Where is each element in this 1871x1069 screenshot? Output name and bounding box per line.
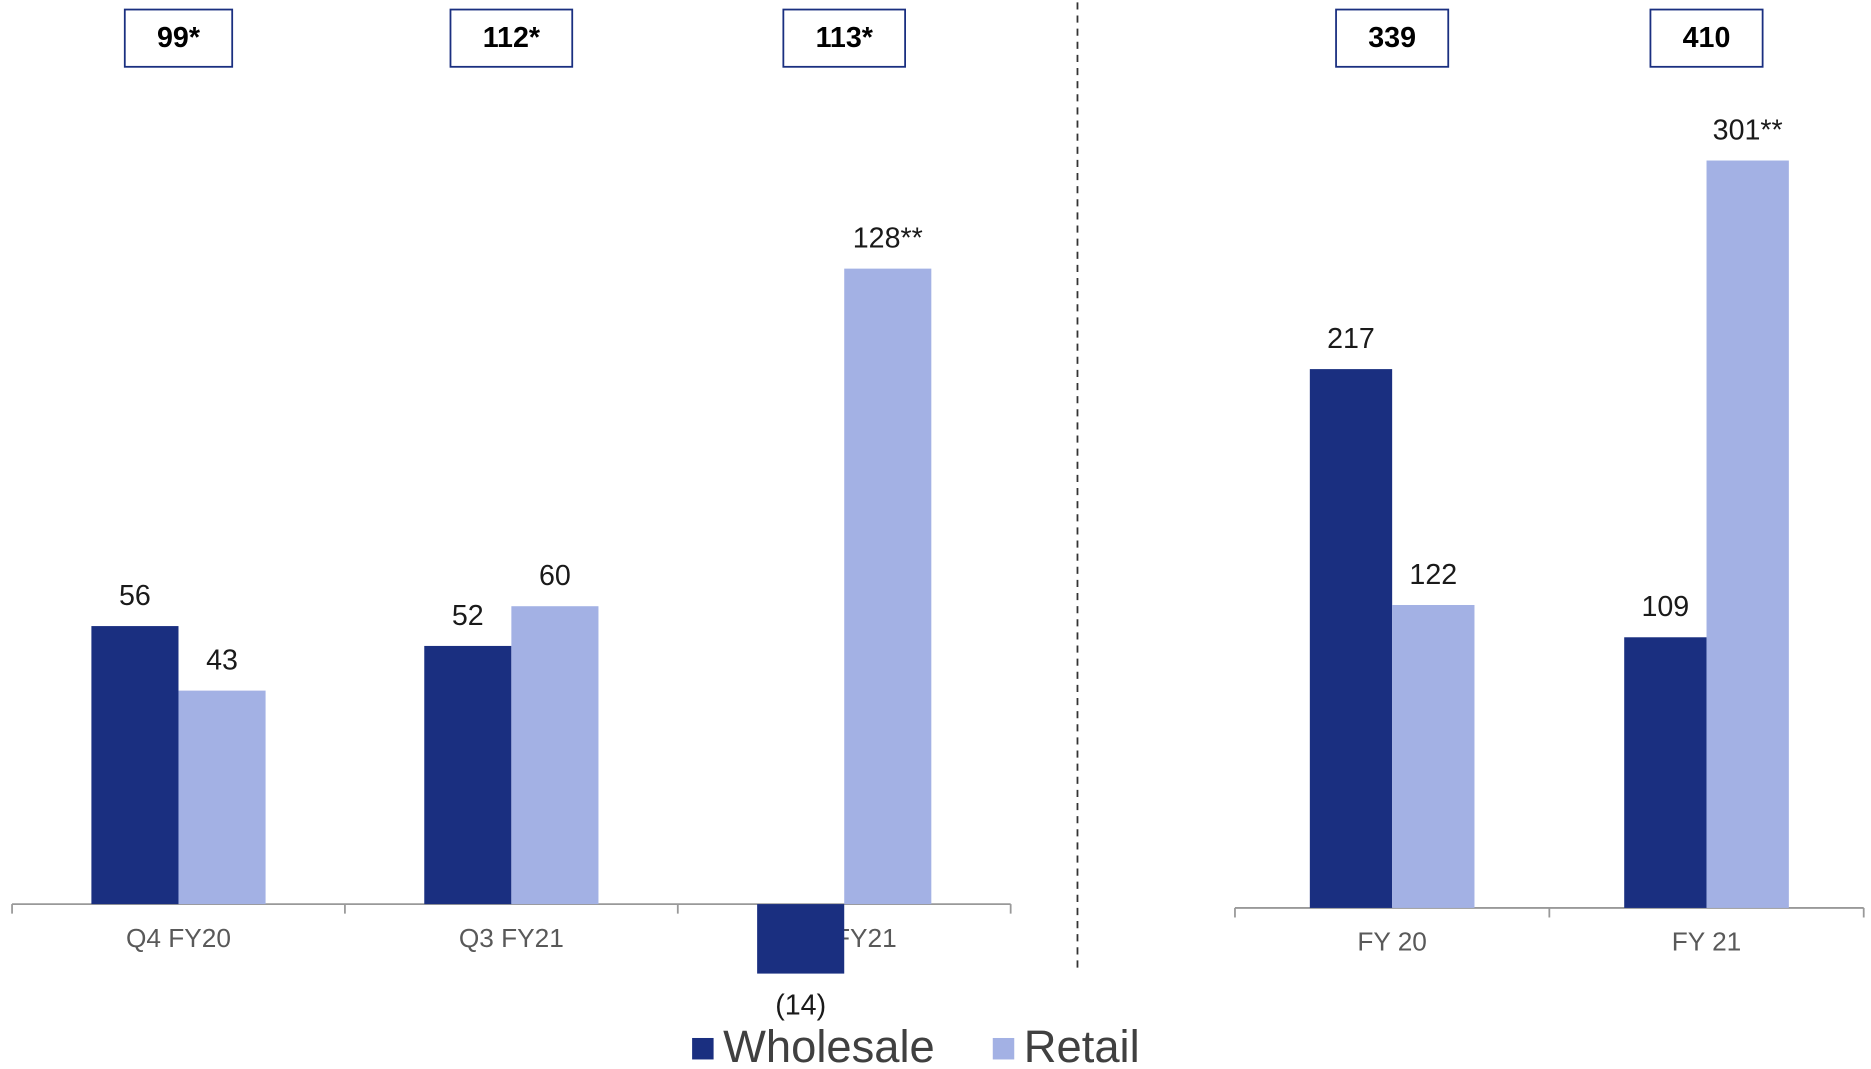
bar xyxy=(1309,369,1393,908)
total-label: 339 xyxy=(1368,22,1416,54)
legend-swatch xyxy=(692,1037,714,1060)
x-tick-label: Q3 FY21 xyxy=(459,923,564,953)
data-label: 217 xyxy=(1327,323,1375,355)
data-label: (14) xyxy=(775,990,826,1022)
x-tick-label: FY 21 xyxy=(1672,927,1742,957)
bar xyxy=(178,690,266,905)
total-box xyxy=(123,8,234,68)
bar xyxy=(511,606,599,905)
total-box xyxy=(449,8,574,68)
bar xyxy=(424,645,512,905)
total-label: 410 xyxy=(1683,22,1731,54)
data-label: 128** xyxy=(853,223,923,255)
legend-label: Retail xyxy=(1024,1021,1140,1069)
data-label: 60 xyxy=(539,560,571,592)
bar xyxy=(844,268,932,905)
data-label: 52 xyxy=(452,600,484,632)
total-label: 112* xyxy=(483,22,541,54)
x-tick-label: Q4 FY20 xyxy=(126,923,231,953)
total-box xyxy=(1335,8,1450,68)
total-box xyxy=(1649,8,1764,68)
bar xyxy=(1706,160,1789,908)
legend-swatch xyxy=(992,1037,1015,1060)
legend-label: Wholesale xyxy=(723,1021,935,1069)
data-label: 43 xyxy=(206,645,238,677)
bar xyxy=(757,904,845,974)
data-label: 301** xyxy=(1713,114,1783,146)
data-label: 109 xyxy=(1641,591,1689,623)
x-tick-label: FY 20 xyxy=(1357,927,1427,957)
bar xyxy=(1392,604,1475,908)
total-label: 113* xyxy=(816,22,874,54)
total-label: 99* xyxy=(157,22,201,54)
bar xyxy=(91,626,179,905)
bar xyxy=(1624,637,1707,908)
total-box xyxy=(782,8,907,68)
data-label: 56 xyxy=(119,580,151,612)
data-label: 122 xyxy=(1409,559,1457,591)
